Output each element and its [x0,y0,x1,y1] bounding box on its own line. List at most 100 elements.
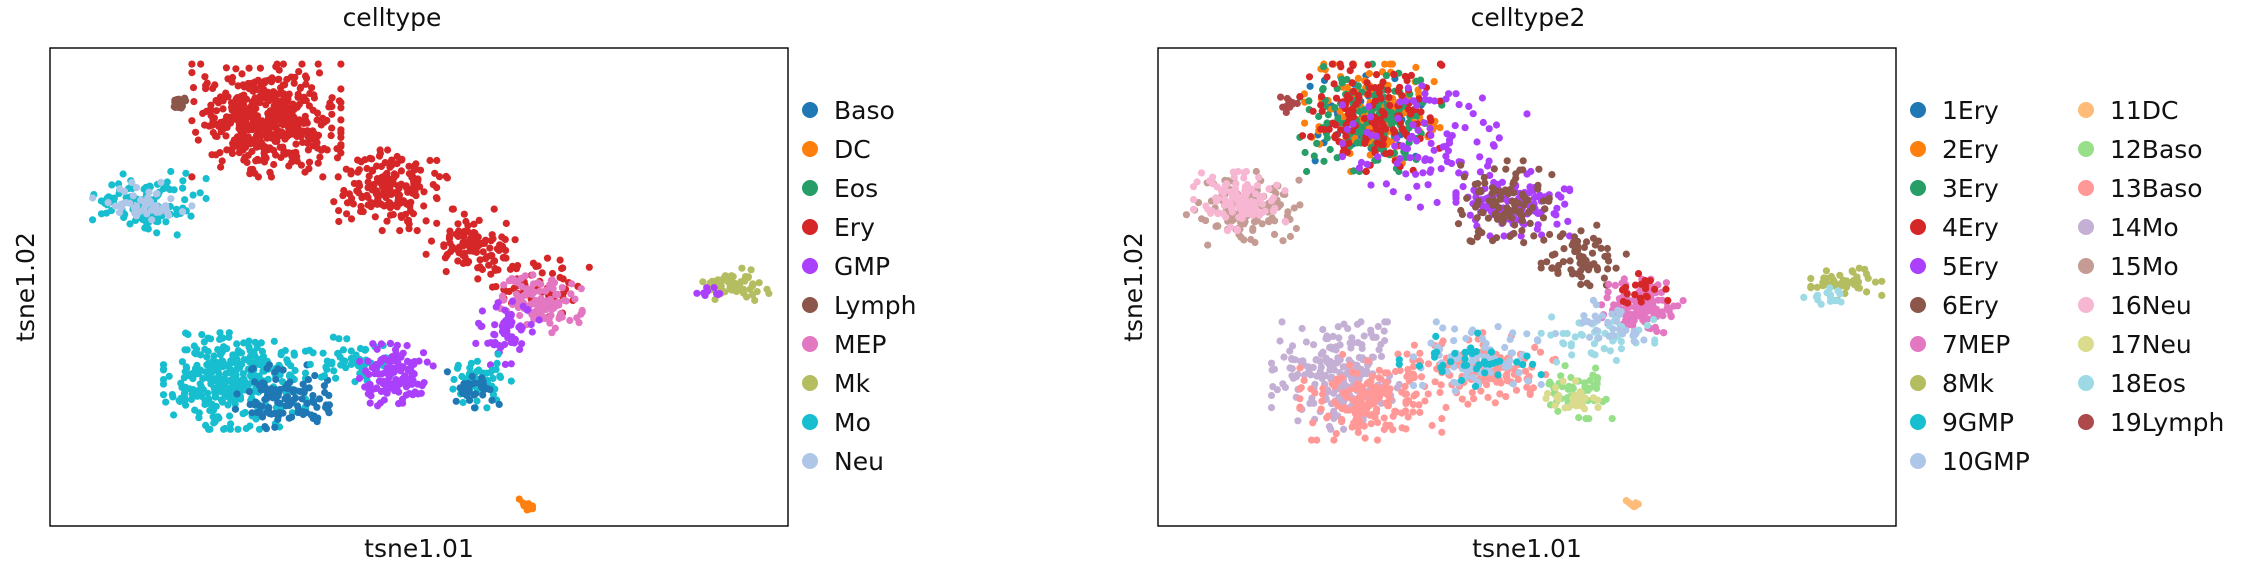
point-ery [228,116,237,124]
point-10gmp [1629,332,1637,340]
point-ery [234,113,242,121]
point-14mo [1339,398,1348,406]
point-4ery [1385,93,1393,101]
point-ery [288,111,296,119]
point-13baso [1374,418,1382,427]
point-14mo [1329,332,1337,340]
point-13baso [1369,400,1377,408]
point-ery [383,217,391,225]
point-baso [296,387,304,396]
point-5ery [1452,191,1460,199]
point-mep [558,284,566,292]
point-15mo [1213,222,1221,230]
point-ery [262,101,270,109]
point-10gmp [1595,334,1603,342]
point-ery [412,192,420,200]
point-6ery [1505,211,1514,220]
point-gmp [414,380,422,388]
legend-marker-baso [802,102,818,118]
point-4ery [1317,93,1326,101]
point-neu [116,185,124,193]
point-13baso [1438,428,1446,436]
point-8mk [1807,282,1815,290]
point-mo [489,374,497,382]
point-16neu [1235,213,1243,221]
point-4ery [1364,90,1372,98]
point-mo [203,353,211,361]
point-7mep [1647,305,1655,313]
point-mo [459,398,467,407]
point-9gmp [1519,361,1527,369]
point-mep [498,292,507,300]
point-ery [494,266,502,274]
point-17neu [1594,396,1602,404]
point-12baso [1582,415,1590,423]
point-baso [320,382,328,390]
point-ery [188,117,196,125]
point-ery [442,268,450,276]
point-mep [529,280,538,288]
point-5ery [1564,217,1572,225]
point-baso [325,391,333,399]
point-neu [129,192,137,200]
point-19lymph [1282,108,1290,116]
point-10gmp [1432,318,1440,326]
point-7mep [1667,313,1675,321]
point-ery [317,146,325,154]
point-17neu [1551,401,1559,410]
point-10gmp [1537,380,1545,389]
point-13baso [1324,412,1332,420]
point-14mo [1279,380,1287,388]
point-10gmp [1515,369,1523,377]
point-14mo [1372,333,1380,341]
point-5ery [1445,136,1454,144]
point-ery [328,124,336,132]
point-mo [339,357,347,365]
point-gmp [502,316,510,324]
point-13baso [1409,363,1418,371]
point-16neu [1249,211,1257,219]
point-ery [396,227,404,235]
point-mo [494,350,502,358]
point-4ery [1352,101,1360,109]
point-6ery [1526,219,1534,227]
point-ery [223,146,231,154]
point-14mo [1369,353,1377,361]
point-neu [104,199,112,207]
point-mo [222,370,230,378]
point-ery [490,205,498,213]
point-ery [408,173,416,181]
point-15mo [1204,241,1212,249]
point-ery [559,275,567,283]
point-ery [309,127,317,135]
point-mo [245,343,253,351]
point-3ery [1310,152,1318,160]
point-5ery [1413,182,1421,190]
point-ery [431,169,439,177]
point-4ery [1436,97,1444,105]
point-ery [413,227,421,235]
point-ery [454,220,462,228]
point-6ery [1537,264,1545,272]
point-15mo [1240,220,1248,228]
point-ery [305,158,314,166]
point-gmp [404,366,412,374]
point-13baso [1317,405,1325,413]
point-ery [319,173,327,181]
point-16neu [1230,173,1238,181]
point-13baso [1514,375,1522,383]
point-3ery [1382,72,1390,80]
point-baso [262,425,270,433]
point-14mo [1298,324,1306,333]
point-neu [145,188,153,196]
point-4ery [1436,60,1444,68]
point-14mo [1348,375,1356,384]
point-ery [222,89,230,97]
point-6ery [1454,220,1463,228]
point-gmp [356,357,364,366]
point-9gmp [1447,358,1455,366]
point-ery [254,76,262,84]
point-ery [350,179,358,188]
point-17neu [1578,401,1586,409]
point-mo [215,414,223,422]
